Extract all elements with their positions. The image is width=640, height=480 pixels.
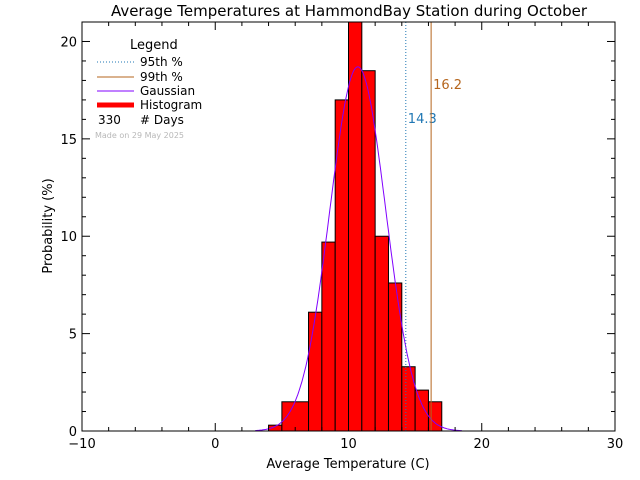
chart-title: Average Temperatures at HammondBay Stati… [111,2,588,20]
y-axis-ticks: 0 5 10 15 20 [60,21,615,440]
percentile-label-1: 16.2 [433,78,462,93]
histogram-bar-5 [348,21,363,432]
made-on-note: Made on 29 May 2025 [95,131,184,140]
x-tick-label-3: 20 [473,437,490,452]
legend-days-label: # Days [140,113,184,127]
gaussian-curve [255,66,462,432]
x-tick-label-4: 30 [607,437,624,452]
histogram-bar-3 [321,241,336,432]
y-tick-label-0: 0 [69,425,77,440]
histogram-bar-2 [308,311,323,432]
y-axis-label: Probability (%) [41,178,56,273]
histogram-bar-7 [374,235,389,432]
legend-label-95th: 95th % [140,55,183,69]
histogram-bar-8 [387,282,403,432]
histogram-bar-9 [401,366,416,432]
y-tick-label-4: 20 [60,35,77,50]
y-tick-label-2: 10 [60,230,77,245]
y-tick-label-3: 15 [60,133,77,148]
x-axis-label: Average Temperature (C) [266,457,429,472]
legend-label-histogram: Histogram [140,98,202,112]
histogram-bar-6 [361,70,376,432]
histogram-bar-1 [281,401,310,432]
x-tick-label-0: −10 [68,437,95,452]
legend-title: Legend [130,38,178,53]
histogram-bars [268,21,443,432]
x-tick-label-1: 0 [211,437,219,452]
x-tick-label-2: 10 [340,437,357,452]
histogram-bar-11 [427,401,443,432]
x-axis-ticks: −10 0 10 20 30 [68,22,623,452]
percentile-lines: 14.3 16.2 [405,22,462,431]
legend-label-gaussian: Gaussian [140,84,195,98]
histogram-bar-4 [334,99,349,432]
y-tick-label-1: 5 [69,328,77,343]
legend: Legend 95th % 99th % Gaussian Histogram … [95,38,202,140]
histogram-bar-10 [414,389,429,432]
percentile-label-0: 14.3 [408,112,437,127]
gaussian-curve-group [255,66,462,432]
legend-days-count: 330 [98,113,121,127]
legend-label-99th: 99th % [140,70,183,84]
